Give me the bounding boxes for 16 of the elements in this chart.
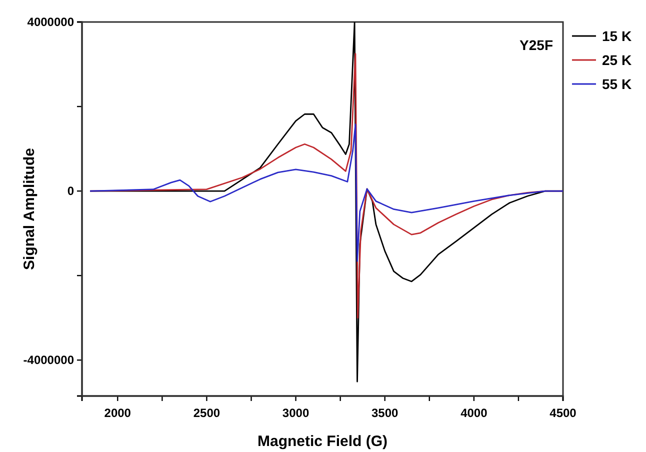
legend-label: 55 K [602,76,632,92]
legend-label: 25 K [602,52,632,68]
y-tick-label: 0 [67,184,74,198]
x-tick-label: 2500 [193,406,220,420]
x-tick-label: 3500 [372,406,399,420]
annotation: Y25F [520,37,554,53]
x-tick-label: 4500 [550,406,577,420]
y-tick-label: 4000000 [27,14,74,29]
legend-label: 15 K [602,28,632,44]
y-axis-title: Signal Amplitude [21,148,38,270]
x-tick-label: 4000 [460,406,488,420]
x-tick-label: 3000 [282,406,310,420]
line-series [89,124,563,262]
y-tick-label: -4000000 [23,352,74,367]
x-axis-title: Magnetic Field (G) [257,433,388,450]
x-tick-label: 2000 [104,406,132,420]
